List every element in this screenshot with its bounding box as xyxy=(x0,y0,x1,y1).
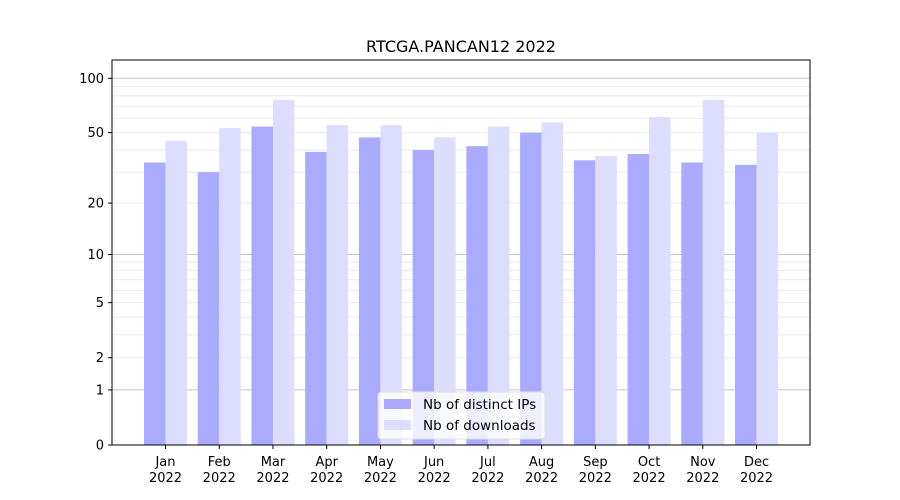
x-tick-label-month: Jan xyxy=(154,455,175,470)
x-tick-label-year: 2022 xyxy=(740,471,773,486)
x-tick-label-year: 2022 xyxy=(256,471,289,486)
x-tick-label-year: 2022 xyxy=(471,471,504,486)
chart-title: RTCGA.PANCAN12 2022 xyxy=(366,37,556,56)
legend-label-ips: Nb of distinct IPs xyxy=(423,397,536,413)
bar-distinct-ips xyxy=(520,132,542,445)
x-tick-label-year: 2022 xyxy=(633,471,666,486)
x-tick-label-month: Oct xyxy=(638,455,660,470)
bar-downloads xyxy=(219,128,241,445)
y-tick-label: 2 xyxy=(96,351,104,366)
x-tick-label-month: Nov xyxy=(690,455,716,470)
bar-distinct-ips xyxy=(735,164,757,446)
x-tick-label-year: 2022 xyxy=(525,471,558,486)
y-tick-label: 0 xyxy=(96,439,104,454)
bar-downloads xyxy=(756,132,779,445)
y-tick-label: 10 xyxy=(87,248,104,263)
bar-distinct-ips xyxy=(251,126,273,445)
bar-distinct-ips xyxy=(627,153,650,445)
bar-distinct-ips xyxy=(466,146,488,445)
y-tick-label: 100 xyxy=(79,72,104,87)
y-tick-label: 50 xyxy=(87,126,104,141)
y-tick-label: 5 xyxy=(96,296,104,311)
bar-distinct-ips xyxy=(681,162,703,445)
x-tick-label-year: 2022 xyxy=(418,471,451,486)
bar-distinct-ips xyxy=(144,162,166,445)
legend-swatch-downloads xyxy=(384,420,411,430)
x-tick-label-month: Feb xyxy=(208,455,231,470)
bar-downloads xyxy=(702,99,725,446)
bar-downloads xyxy=(487,126,510,445)
bar-downloads xyxy=(326,125,349,445)
y-tick-label: 20 xyxy=(87,197,104,212)
x-tick-label-month: Jul xyxy=(479,455,496,470)
x-tick-label-month: Apr xyxy=(315,455,338,470)
bar-downloads xyxy=(595,155,617,446)
bar-downloads xyxy=(434,137,456,445)
x-tick-label-month: Mar xyxy=(261,455,286,470)
legend-label-downloads: Nb of downloads xyxy=(423,418,536,434)
bar-downloads xyxy=(272,99,295,446)
x-tick-label-year: 2022 xyxy=(310,471,343,486)
x-tick-label-month: Dec xyxy=(744,455,769,470)
plot-frame xyxy=(111,59,811,446)
x-tick-label-month: Jun xyxy=(423,455,444,470)
x-tick-label-year: 2022 xyxy=(203,471,236,486)
bar-downloads xyxy=(165,140,187,445)
x-tick-label-year: 2022 xyxy=(149,471,182,486)
bar-distinct-ips xyxy=(573,160,596,445)
bar-distinct-ips xyxy=(197,172,220,445)
bar-downloads xyxy=(541,122,564,445)
legend-box xyxy=(377,391,546,440)
bar-downloads xyxy=(649,117,671,445)
bar-distinct-ips xyxy=(305,151,327,445)
y-tick-label: 1 xyxy=(96,383,104,398)
x-tick-label-month: May xyxy=(367,455,394,470)
x-tick-label-year: 2022 xyxy=(686,471,719,486)
x-tick-label-month: Aug xyxy=(529,455,554,470)
x-tick-label-year: 2022 xyxy=(579,471,612,486)
bar-downloads xyxy=(380,125,402,445)
legend: Nb of distinct IPs Nb of downloads xyxy=(377,391,546,440)
x-tick-label-year: 2022 xyxy=(364,471,397,486)
bar-distinct-ips xyxy=(358,137,381,445)
bar-distinct-ips xyxy=(412,149,435,445)
legend-swatch-ips xyxy=(384,399,411,409)
x-tick-label-month: Sep xyxy=(583,455,608,470)
